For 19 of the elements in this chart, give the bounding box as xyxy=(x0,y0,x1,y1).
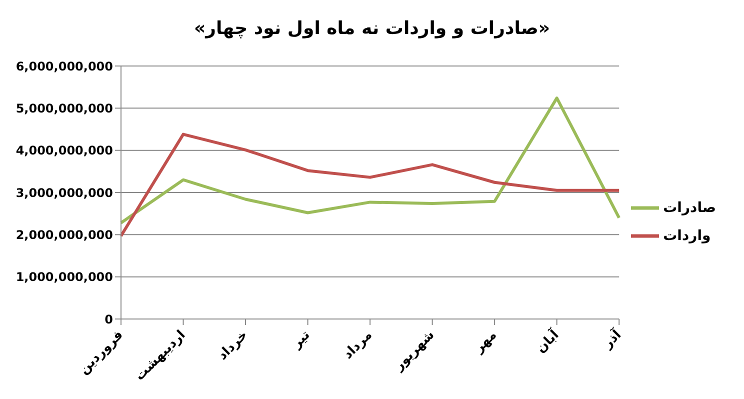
x-tick-label: آذر xyxy=(598,326,625,352)
y-tick-label: 6,000,000,000 xyxy=(16,59,113,74)
legend-label: واردات xyxy=(663,227,711,244)
x-tick-label: مرداد xyxy=(340,328,376,362)
x-tick-label: مهر xyxy=(471,328,500,357)
y-tick-label: 5,000,000,000 xyxy=(16,101,113,116)
x-tick-label: تیر xyxy=(288,328,314,352)
y-tick-label: 3,000,000,000 xyxy=(16,186,113,200)
y-tick-label: 2,000,000,000 xyxy=(16,228,113,242)
x-tick-label: شهریور xyxy=(391,328,438,374)
y-tick-label: 4,000,000,000 xyxy=(16,144,113,158)
x-tick-label: فروردین xyxy=(76,328,126,378)
x-tick-label: خرداد xyxy=(215,328,251,364)
chart-title: «صادرات و واردات نه ماه اول نود چهار» xyxy=(193,17,551,41)
y-tick-label: 0 xyxy=(104,312,113,326)
legend-label: صادرات xyxy=(663,199,716,216)
y-tick-label: 1,000,000,000 xyxy=(16,270,113,284)
x-tick-label: اردیبهشت xyxy=(132,328,189,384)
x-tick-label: آبان xyxy=(532,326,563,356)
